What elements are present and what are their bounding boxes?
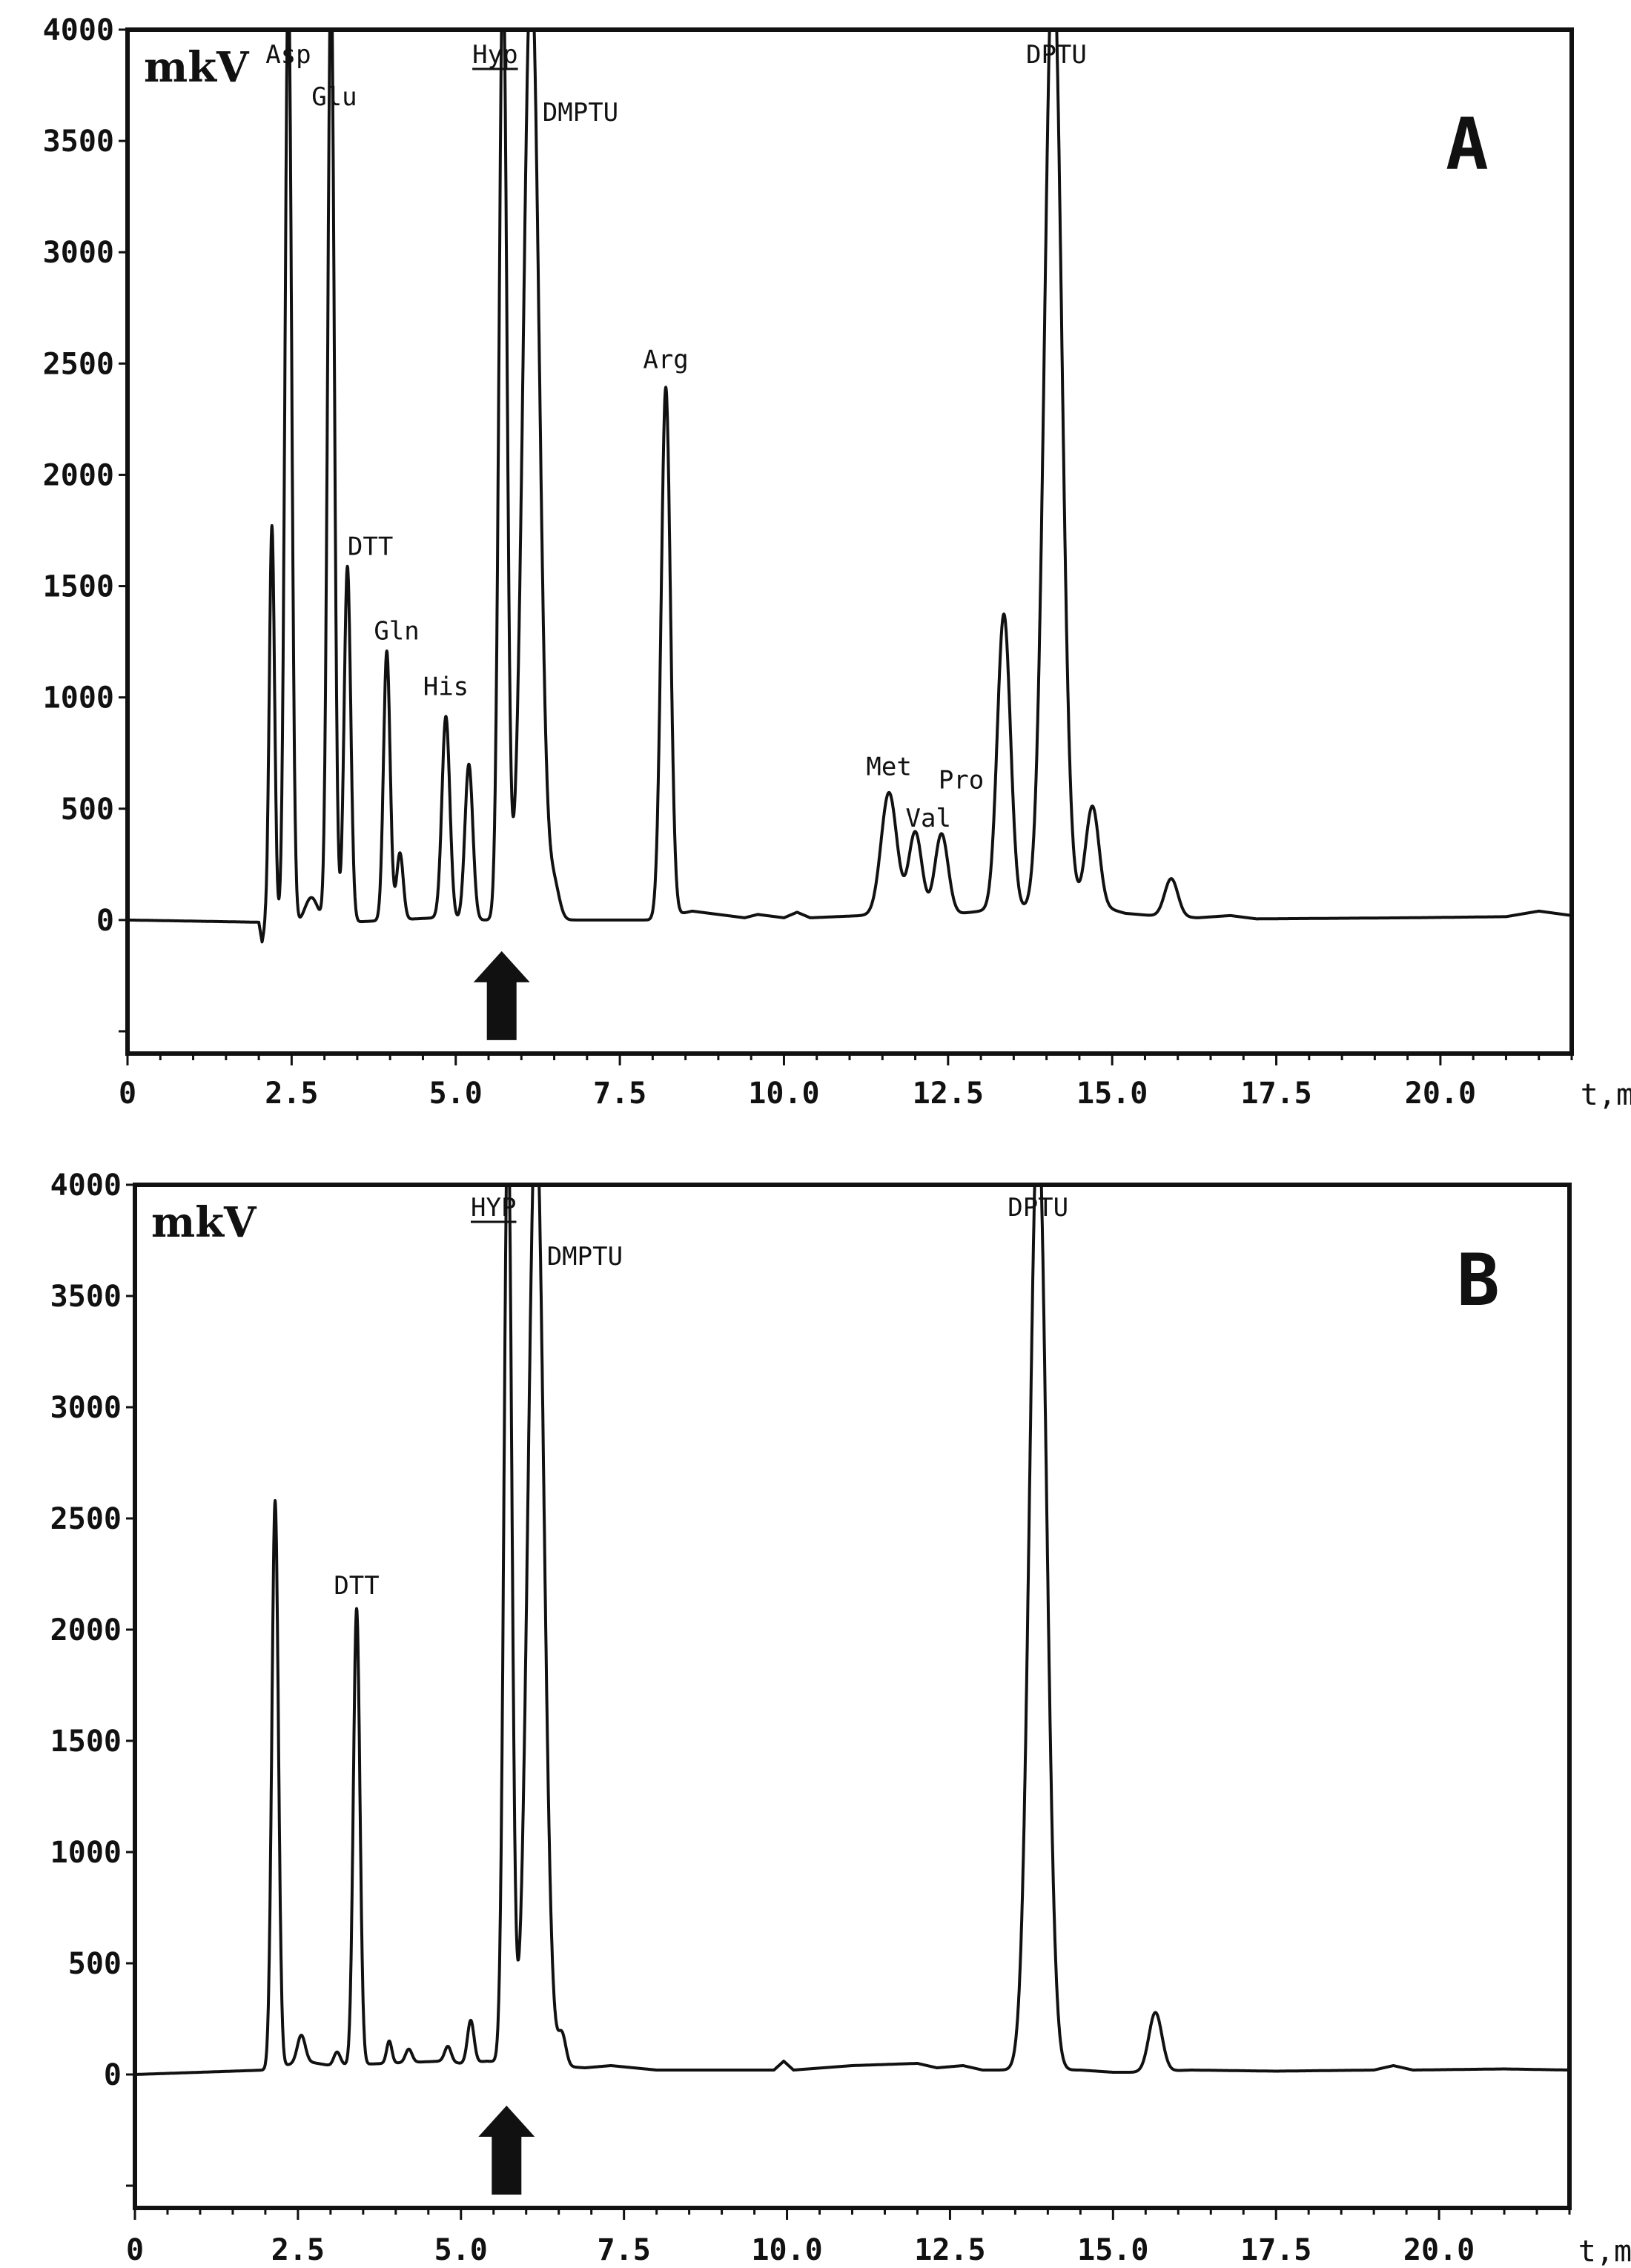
y-tick-label: 0: [104, 2058, 122, 2092]
peak-label: Glu: [311, 82, 357, 112]
arrow-up-icon: [478, 2106, 535, 2195]
plot-frame: [125, 27, 1574, 1056]
peak-label: Arg: [643, 345, 688, 374]
y-tick-label: 2000: [43, 458, 114, 492]
peak-label: DMPTU: [543, 98, 618, 128]
y-tick-label: 1500: [50, 1725, 122, 1759]
x-axis-label: t,min: [1578, 2235, 1631, 2268]
x-tick-label: 7.5: [598, 2233, 651, 2267]
panel-letter: A: [1446, 103, 1489, 186]
y-tick-label: 3000: [50, 1391, 122, 1425]
x-tick-label: 5.0: [434, 2233, 488, 2267]
x-tick-label: 12.5: [913, 1077, 984, 1111]
y-tick-label: 1500: [43, 570, 114, 604]
y-tick-label: 1000: [43, 681, 114, 715]
chromatogram-panel-a: 0 500 1000 1500 2000 2500 3000 3500 4000 0 2.5 5.0 7…: [43, 13, 1631, 1112]
plot-frame: [133, 1183, 1572, 2210]
peak-label: Asp: [265, 40, 311, 70]
x-tick-label: 0: [119, 1077, 136, 1111]
peak-label: DTT: [348, 532, 393, 562]
x-tick-label: 7.5: [593, 1077, 646, 1111]
peak-label: HYP: [471, 1193, 516, 1223]
x-tick-label: 10.0: [751, 2233, 822, 2267]
chromatogram-panel-b: 0 500 1000 1500 2000 2500 3000 3500 4000 0 2.5 5.0 7…: [50, 1168, 1631, 2268]
peak-label: Hyp: [472, 40, 517, 70]
peak-label: DTT: [334, 1571, 379, 1601]
x-tick-label: 15.0: [1077, 2233, 1148, 2267]
y-tick-label: 3500: [43, 125, 114, 159]
y-tick-label: 2500: [43, 347, 114, 381]
x-tick-label: 20.0: [1405, 1077, 1476, 1111]
y-tick-label: 500: [68, 1947, 122, 1981]
chromatogram-trace-a: [128, 30, 1572, 944]
y-tick-label: 1000: [50, 1836, 122, 1870]
x-axis-label: t,min: [1581, 1078, 1631, 1112]
x-tick-label: 17.5: [1240, 1077, 1311, 1111]
y-axis-label: mkV: [151, 1198, 257, 1247]
x-tick-label: 0: [126, 2233, 144, 2267]
panel-letter: B: [1457, 1239, 1500, 1322]
y-axis-label: mkV: [144, 43, 250, 92]
y-tick-label: 4000: [43, 13, 114, 47]
peak-label: Pro: [939, 766, 984, 796]
peak-label: Met: [866, 753, 911, 782]
arrow-up-icon: [473, 950, 530, 1040]
x-tick-label: 15.0: [1076, 1077, 1148, 1111]
x-tick-label: 2.5: [265, 1077, 318, 1111]
peak-label: DMPTU: [547, 1242, 623, 1272]
peak-label: Val: [906, 804, 951, 833]
y-tick-label: 2500: [50, 1502, 122, 1536]
x-tick-label: 10.0: [748, 1077, 819, 1111]
y-tick-label: 3000: [43, 236, 114, 270]
x-tick-label: 17.5: [1240, 2233, 1311, 2267]
chromatogram-trace-b: [135, 1185, 1569, 2076]
x-tick-label: 5.0: [429, 1077, 483, 1111]
y-tick-label: 4000: [50, 1168, 122, 1203]
y-tick-label: 2000: [50, 1613, 122, 1647]
y-tick-label: 3500: [50, 1280, 122, 1314]
y-tick-label: 0: [96, 904, 114, 938]
peak-label: Gln: [374, 617, 419, 647]
peak-label: DPTU: [1008, 1193, 1068, 1223]
peak-label: His: [423, 672, 469, 702]
x-tick-label: 2.5: [271, 2233, 325, 2267]
x-tick-label: 20.0: [1403, 2233, 1475, 2267]
x-tick-label: 12.5: [914, 2233, 985, 2267]
peak-label: DPTU: [1026, 40, 1087, 70]
y-tick-label: 500: [61, 793, 114, 827]
